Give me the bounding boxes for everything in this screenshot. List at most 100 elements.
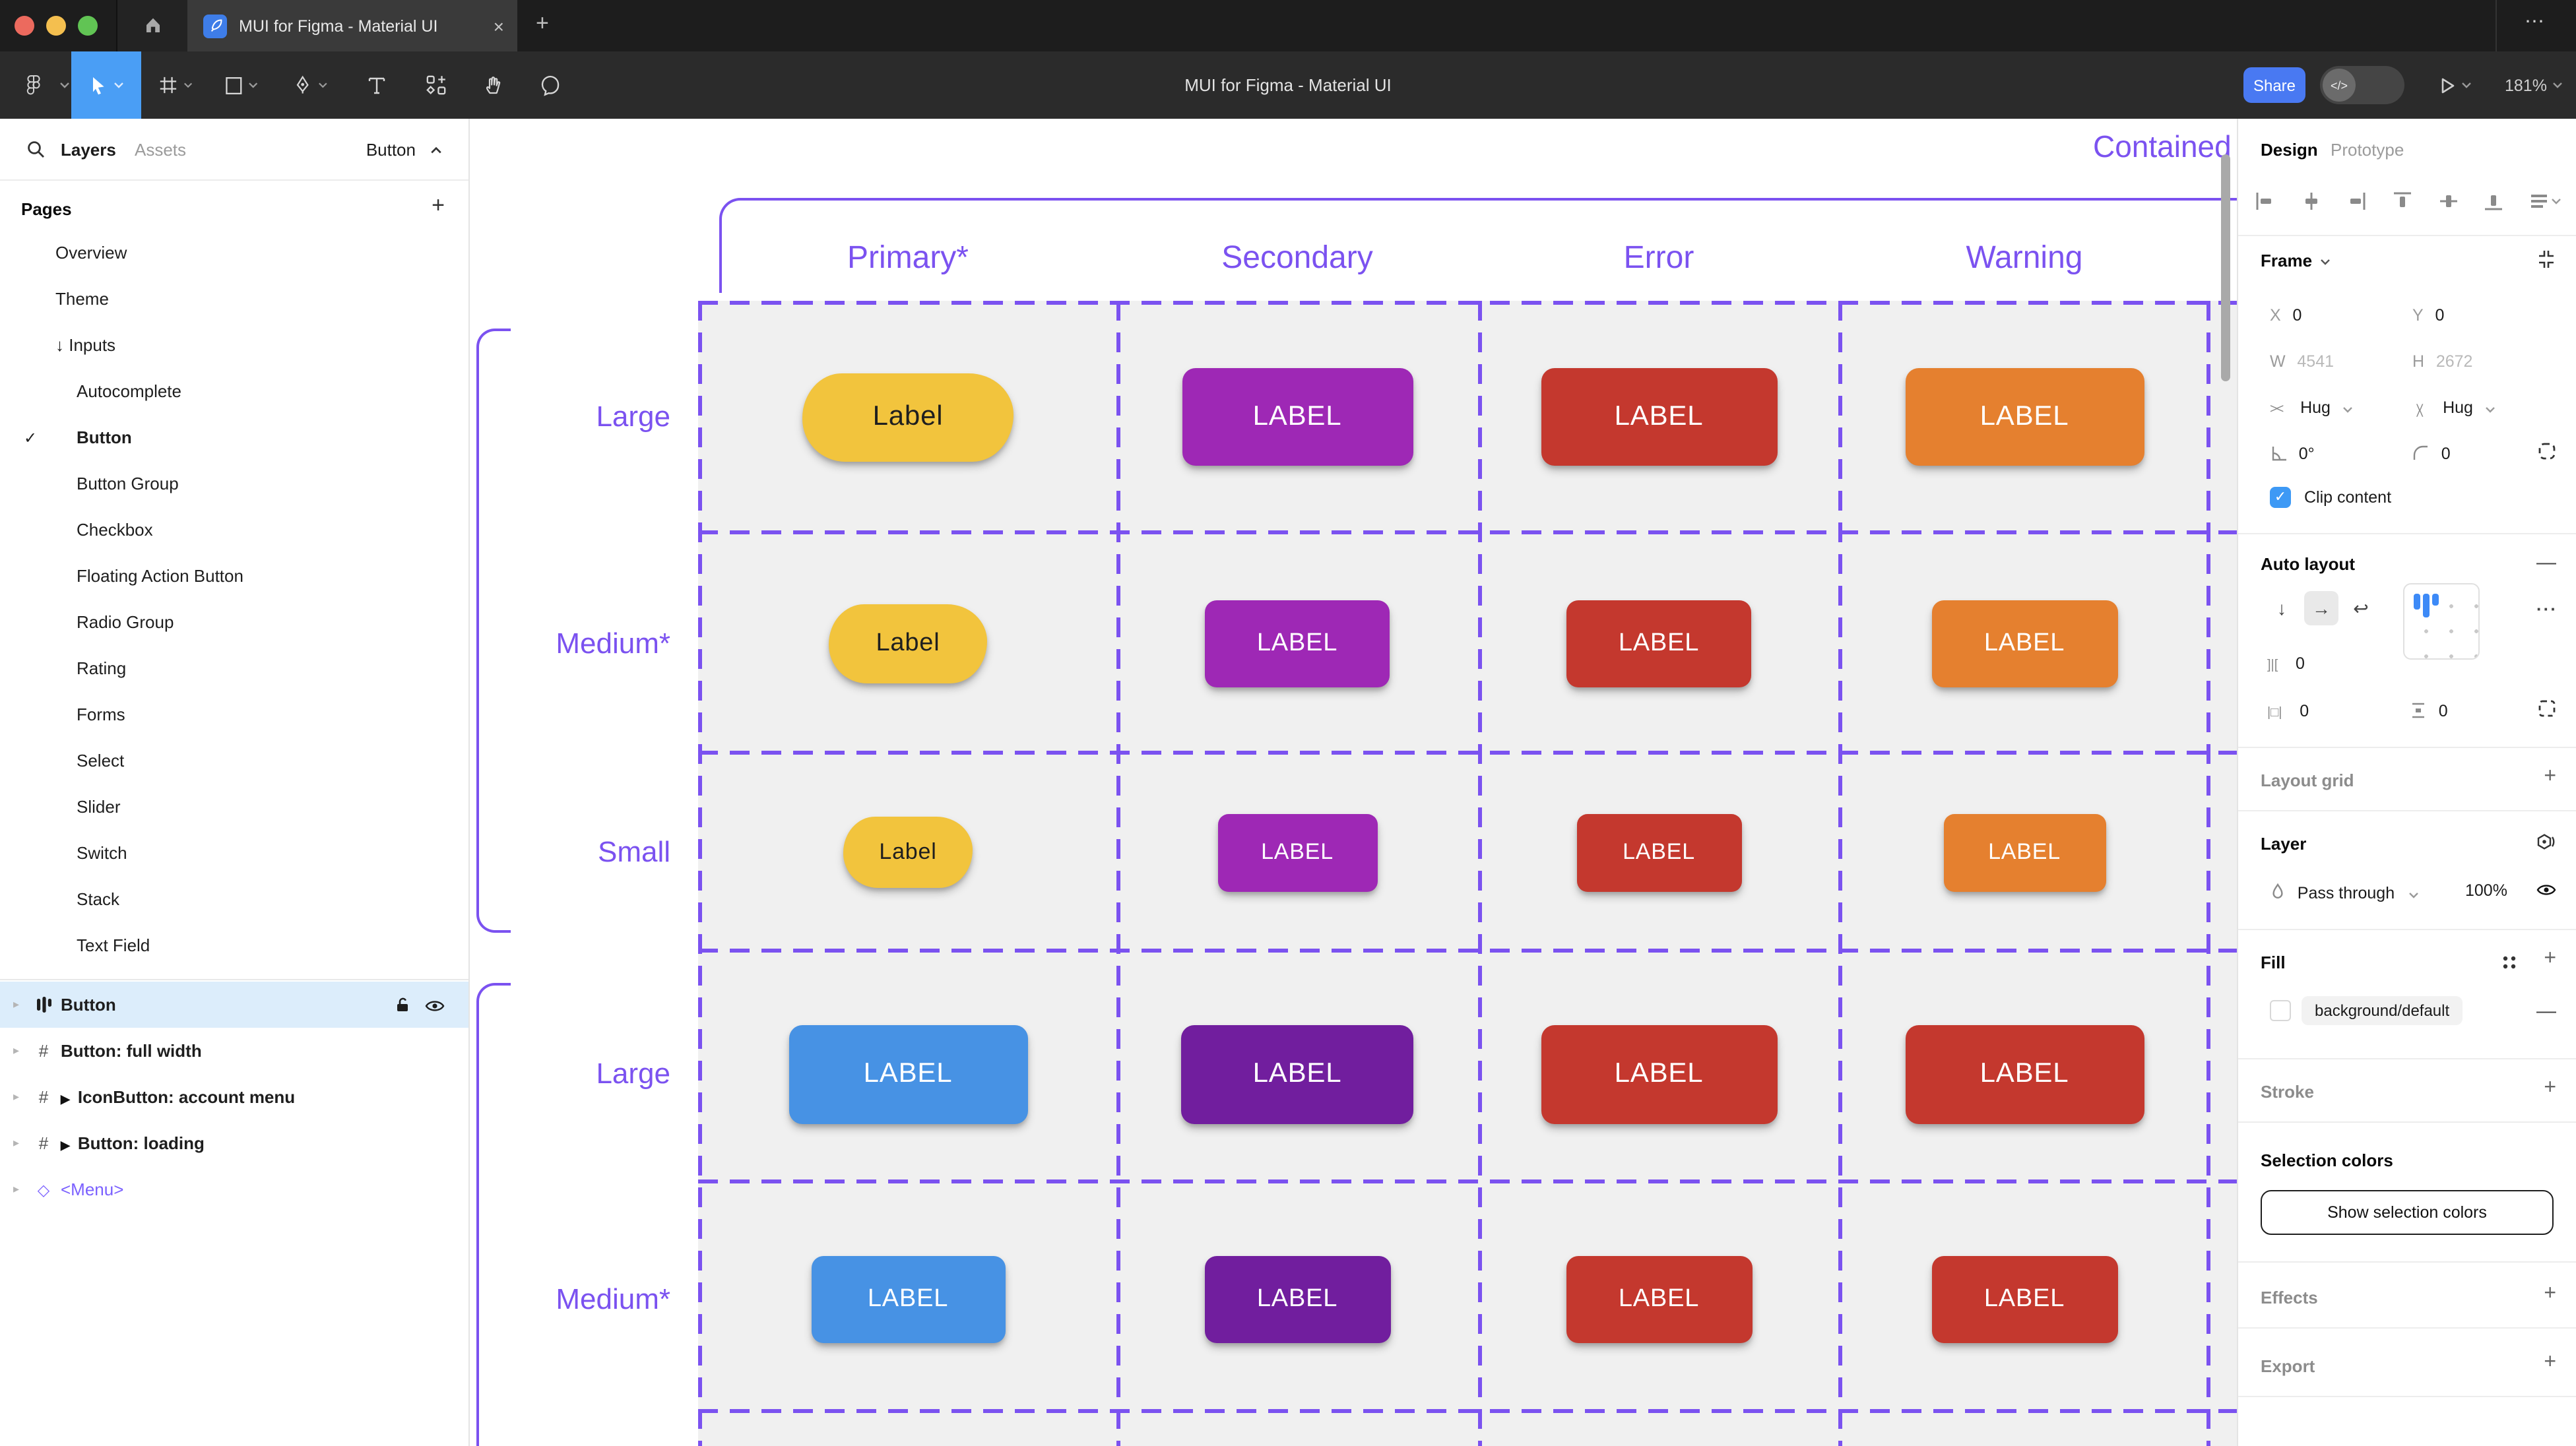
canvas-button-r4-warning[interactable]: LABEL — [1905, 1024, 2144, 1123]
page-item-stack[interactable]: Stack — [0, 876, 468, 922]
remove-auto-layout-button[interactable]: — — [2536, 551, 2556, 574]
align-vertical-center-icon[interactable] — [2437, 190, 2459, 212]
tab-design[interactable]: Design — [2261, 140, 2318, 160]
tab-assets[interactable]: Assets — [135, 140, 187, 160]
horizontal-padding-field[interactable]: |□| 0 — [2267, 702, 2309, 720]
page-item-inputs[interactable]: ↓ Inputs — [0, 322, 468, 368]
page-item-floating-action-button[interactable]: Floating Action Button — [0, 553, 468, 599]
scope-selector[interactable]: Button — [366, 140, 416, 160]
add-export-button[interactable]: + — [2544, 1351, 2556, 1373]
rotation-field[interactable]: 0° — [2270, 442, 2315, 466]
page-item-button-group[interactable]: Button Group — [0, 460, 468, 507]
hand-tool[interactable] — [478, 51, 509, 119]
canvas-button-r5-secondary[interactable]: LABEL — [1204, 1256, 1390, 1343]
browser-menu-icon[interactable]: ⋯ — [2525, 11, 2547, 33]
share-button[interactable]: Share — [2243, 67, 2305, 103]
canvas-button-r4-secondary[interactable]: LABEL — [1181, 1024, 1413, 1123]
gap-field[interactable]: ]|[ 0 — [2267, 654, 2305, 673]
page-item-overview[interactable]: Overview — [0, 230, 468, 276]
add-fill-button[interactable]: + — [2544, 947, 2556, 970]
layer-expand-icon[interactable]: ▸ — [13, 997, 20, 1011]
vertical-resizing-dropdown[interactable]: >< Hug — [2412, 396, 2496, 420]
lock-open-icon[interactable] — [395, 996, 410, 1013]
page-item-button[interactable]: ✓ Button — [0, 414, 468, 460]
window-zoom-button[interactable] — [78, 16, 98, 36]
add-stroke-button[interactable]: + — [2544, 1077, 2556, 1099]
present-play-icon[interactable] — [2439, 76, 2456, 94]
fill-row[interactable]: background/default — — [2238, 996, 2576, 1029]
page-item-radio-group[interactable]: Radio Group — [0, 599, 468, 645]
auto-layout-horizontal-button-selected[interactable]: → — [2304, 591, 2338, 625]
layer-item--menu-[interactable]: ▸ ◇ <Menu> — [0, 1166, 468, 1212]
blend-mode-dropdown[interactable]: Pass through — [2270, 881, 2419, 905]
layer-item-iconbutton-account-menu[interactable]: ▸ # ▶ IconButton: account menu — [0, 1074, 468, 1120]
canvas-button-r5-primary[interactable]: LABEL — [811, 1256, 1005, 1343]
x-position-field[interactable]: X 0 — [2270, 306, 2302, 325]
align-right-icon[interactable] — [2346, 190, 2368, 212]
canvas-button-r2-secondary[interactable]: LABEL — [1205, 600, 1390, 687]
layer-item-button[interactable]: ▸ Button — [0, 982, 468, 1028]
frame-tool[interactable] — [158, 51, 193, 119]
tab-close-icon[interactable]: × — [493, 15, 504, 36]
canvas-button-r3-primary[interactable]: Label — [843, 817, 973, 888]
canvas-button-r3-error[interactable]: LABEL — [1576, 813, 1741, 891]
new-tab-button[interactable]: + — [536, 11, 549, 36]
layer-visibility-eye-icon[interactable] — [2536, 883, 2556, 897]
eye-icon[interactable] — [425, 999, 445, 1013]
width-field[interactable]: W 4541 — [2270, 352, 2334, 371]
y-position-field[interactable]: Y 0 — [2412, 306, 2445, 325]
pen-tool[interactable] — [293, 51, 327, 119]
layer-opacity-value[interactable]: 100% — [2465, 881, 2507, 900]
layer-expand-icon[interactable]: ▸ — [13, 1136, 20, 1149]
main-menu-button[interactable] — [13, 51, 53, 119]
canvas-button-r4-primary[interactable]: LABEL — [789, 1024, 1027, 1123]
distribute-menu[interactable] — [2528, 190, 2561, 212]
frame-title[interactable]: Contained — [2093, 129, 2232, 164]
canvas-button-r2-warning[interactable]: LABEL — [1931, 600, 2117, 687]
height-field[interactable]: H 2672 — [2412, 352, 2473, 371]
layer-item-button-full-width[interactable]: ▸ # Button: full width — [0, 1028, 468, 1074]
frame-section-title[interactable]: Frame — [2261, 251, 2313, 270]
clip-content-checkbox[interactable]: ✓ — [2270, 487, 2291, 508]
window-minimize-button[interactable] — [46, 16, 66, 36]
layer-expand-icon[interactable]: ▸ — [13, 1090, 20, 1103]
add-layout-grid-button[interactable]: + — [2544, 765, 2556, 788]
corner-radius-field[interactable]: 0 — [2412, 442, 2451, 466]
auto-layout-more-icon[interactable]: ··· — [2536, 599, 2558, 619]
show-selection-colors-button[interactable]: Show selection colors — [2261, 1190, 2554, 1235]
auto-layout-vertical-button[interactable]: ↓ — [2277, 598, 2286, 619]
search-icon[interactable] — [26, 140, 46, 160]
auto-layout-wrap-button[interactable]: ↩ — [2353, 597, 2369, 618]
canvas-button-r1-secondary[interactable]: LABEL — [1182, 368, 1413, 466]
page-item-rating[interactable]: Rating — [0, 645, 468, 691]
page-item-switch[interactable]: Switch — [0, 830, 468, 876]
page-item-theme[interactable]: Theme — [0, 276, 468, 322]
align-bottom-icon[interactable] — [2483, 190, 2505, 212]
comment-tool[interactable] — [534, 51, 566, 119]
canvas-button-r1-warning[interactable]: LABEL — [1905, 368, 2144, 466]
page-item-checkbox[interactable]: Checkbox — [0, 507, 468, 553]
canvas-button-r3-secondary[interactable]: LABEL — [1217, 813, 1377, 891]
canvas-button-r1-primary[interactable]: Label — [802, 373, 1014, 461]
page-item-autocomplete[interactable]: Autocomplete — [0, 368, 468, 414]
shape-tool[interactable] — [224, 51, 259, 119]
file-tab[interactable]: MUI for Figma - Material UI × — [187, 0, 517, 51]
canvas-button-r2-error[interactable]: LABEL — [1566, 600, 1751, 687]
align-horizontal-center-icon[interactable] — [2300, 190, 2322, 212]
align-top-icon[interactable] — [2391, 190, 2414, 212]
canvas-scrollbar[interactable] — [2221, 154, 2230, 381]
add-page-button[interactable]: + — [432, 193, 445, 218]
assets-tool[interactable] — [420, 51, 451, 119]
window-close-button[interactable] — [15, 16, 34, 36]
tab-layers[interactable]: Layers — [61, 140, 116, 160]
main-menu-chevron-icon[interactable] — [53, 51, 71, 119]
auto-layout-alignment-widget[interactable] — [2403, 583, 2480, 660]
canvas[interactable]: Contained Primary* Secondary Error Warning … — [470, 119, 2237, 1446]
horizontal-resizing-dropdown[interactable]: >< Hug — [2270, 396, 2354, 420]
canvas-button-r5-error[interactable]: LABEL — [1566, 1256, 1752, 1343]
present-chevron-icon[interactable] — [2461, 82, 2472, 88]
remove-fill-button[interactable]: — — [2536, 1000, 2556, 1022]
layer-item-button-loading[interactable]: ▸ # ▶ Button: loading — [0, 1120, 468, 1166]
home-tab[interactable] — [116, 0, 189, 51]
vertical-padding-field[interactable]: 0 — [2410, 699, 2448, 723]
